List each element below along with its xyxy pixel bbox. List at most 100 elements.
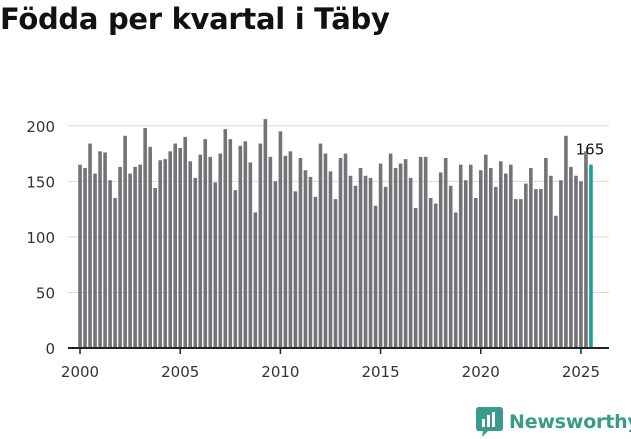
- x-tick-label: 2000: [61, 363, 99, 381]
- bar: [248, 162, 253, 348]
- bar-latest: [589, 164, 593, 348]
- bar: [168, 151, 172, 348]
- bar: [483, 154, 488, 348]
- bars: [78, 119, 593, 348]
- bar: [378, 163, 383, 348]
- bar: [308, 176, 313, 348]
- y-tick-label: 0: [45, 340, 55, 358]
- y-tick-label: 200: [26, 118, 55, 136]
- bar: [584, 151, 588, 348]
- x-tick-label: 2015: [361, 363, 399, 381]
- x-tick-label: 2025: [562, 363, 600, 381]
- bar: [403, 159, 408, 348]
- bar: [549, 175, 553, 348]
- bar: [373, 205, 378, 348]
- bar: [138, 164, 142, 348]
- bar: [504, 173, 508, 348]
- bar: [218, 153, 223, 348]
- bar: [333, 199, 338, 348]
- bar: [263, 119, 268, 348]
- annotations: 165: [576, 141, 605, 159]
- x-tick-label: 2020: [462, 363, 500, 381]
- bar: [428, 198, 433, 348]
- bar: [318, 143, 323, 348]
- bar: [228, 139, 233, 348]
- bar: [564, 135, 568, 348]
- bar: [128, 173, 132, 348]
- bar: [153, 188, 157, 348]
- bar: [534, 189, 538, 348]
- y-tick-label: 150: [26, 173, 55, 191]
- y-tick-label: 100: [26, 229, 55, 247]
- bar: [253, 212, 258, 348]
- bar: [93, 173, 97, 348]
- bar: [554, 215, 558, 348]
- bar: [569, 166, 573, 348]
- bar: [258, 143, 263, 348]
- bar: [233, 190, 238, 348]
- bar: [423, 156, 428, 348]
- bar: [243, 141, 248, 348]
- bar: [328, 171, 333, 348]
- bar: [343, 153, 348, 348]
- bar: [278, 131, 283, 348]
- bar: [574, 175, 578, 348]
- bar: [453, 212, 458, 348]
- bar: [579, 181, 583, 348]
- bar: [313, 196, 318, 348]
- bar: [398, 163, 403, 348]
- bar: [368, 178, 373, 348]
- bar: [108, 180, 112, 348]
- bar: [133, 166, 137, 348]
- bar: [113, 198, 117, 348]
- bar: [478, 170, 483, 348]
- bar: [283, 155, 288, 348]
- bar: [268, 156, 273, 348]
- bar: [559, 180, 563, 348]
- bar: [338, 158, 343, 348]
- bar: [499, 161, 503, 348]
- bar: [524, 183, 528, 348]
- bar: [118, 166, 122, 348]
- bar: [363, 175, 368, 348]
- bar: [203, 139, 208, 348]
- bar: [273, 181, 278, 348]
- bar: [223, 129, 228, 348]
- bar: [509, 164, 513, 348]
- bar: [148, 146, 152, 348]
- bar: [198, 154, 203, 348]
- bar: [488, 168, 493, 348]
- bar: [213, 182, 218, 348]
- x-axis: 2000 2005 2010 2015 2020 2025: [61, 347, 609, 381]
- bar: [408, 178, 413, 348]
- bar-chart-speech-icon: [476, 407, 503, 437]
- bar: [493, 186, 498, 348]
- chart-title: Födda per kvartal i Täby: [0, 2, 390, 36]
- bar: [238, 145, 243, 348]
- bar: [388, 153, 393, 348]
- bar: [468, 164, 473, 348]
- bar: [448, 185, 453, 348]
- bar: [348, 175, 353, 348]
- bar: [519, 199, 523, 348]
- bar: [463, 180, 468, 348]
- bar: [393, 168, 398, 348]
- bar: [303, 170, 308, 348]
- bar: [413, 208, 418, 348]
- bar: [433, 203, 438, 348]
- bar: [544, 158, 548, 348]
- bar: [88, 143, 92, 348]
- bar: [358, 168, 363, 348]
- y-tick-label: 50: [36, 284, 55, 302]
- bar: [158, 160, 162, 348]
- bar: [298, 158, 303, 348]
- gridlines: [68, 125, 609, 293]
- y-axis: 0 50 100 150 200: [26, 118, 55, 358]
- bar: [514, 199, 518, 348]
- bar: [438, 172, 443, 348]
- bar: [188, 161, 193, 348]
- bar: [443, 158, 448, 348]
- bar: [323, 153, 328, 348]
- bar: [103, 152, 107, 348]
- bar: [183, 136, 188, 348]
